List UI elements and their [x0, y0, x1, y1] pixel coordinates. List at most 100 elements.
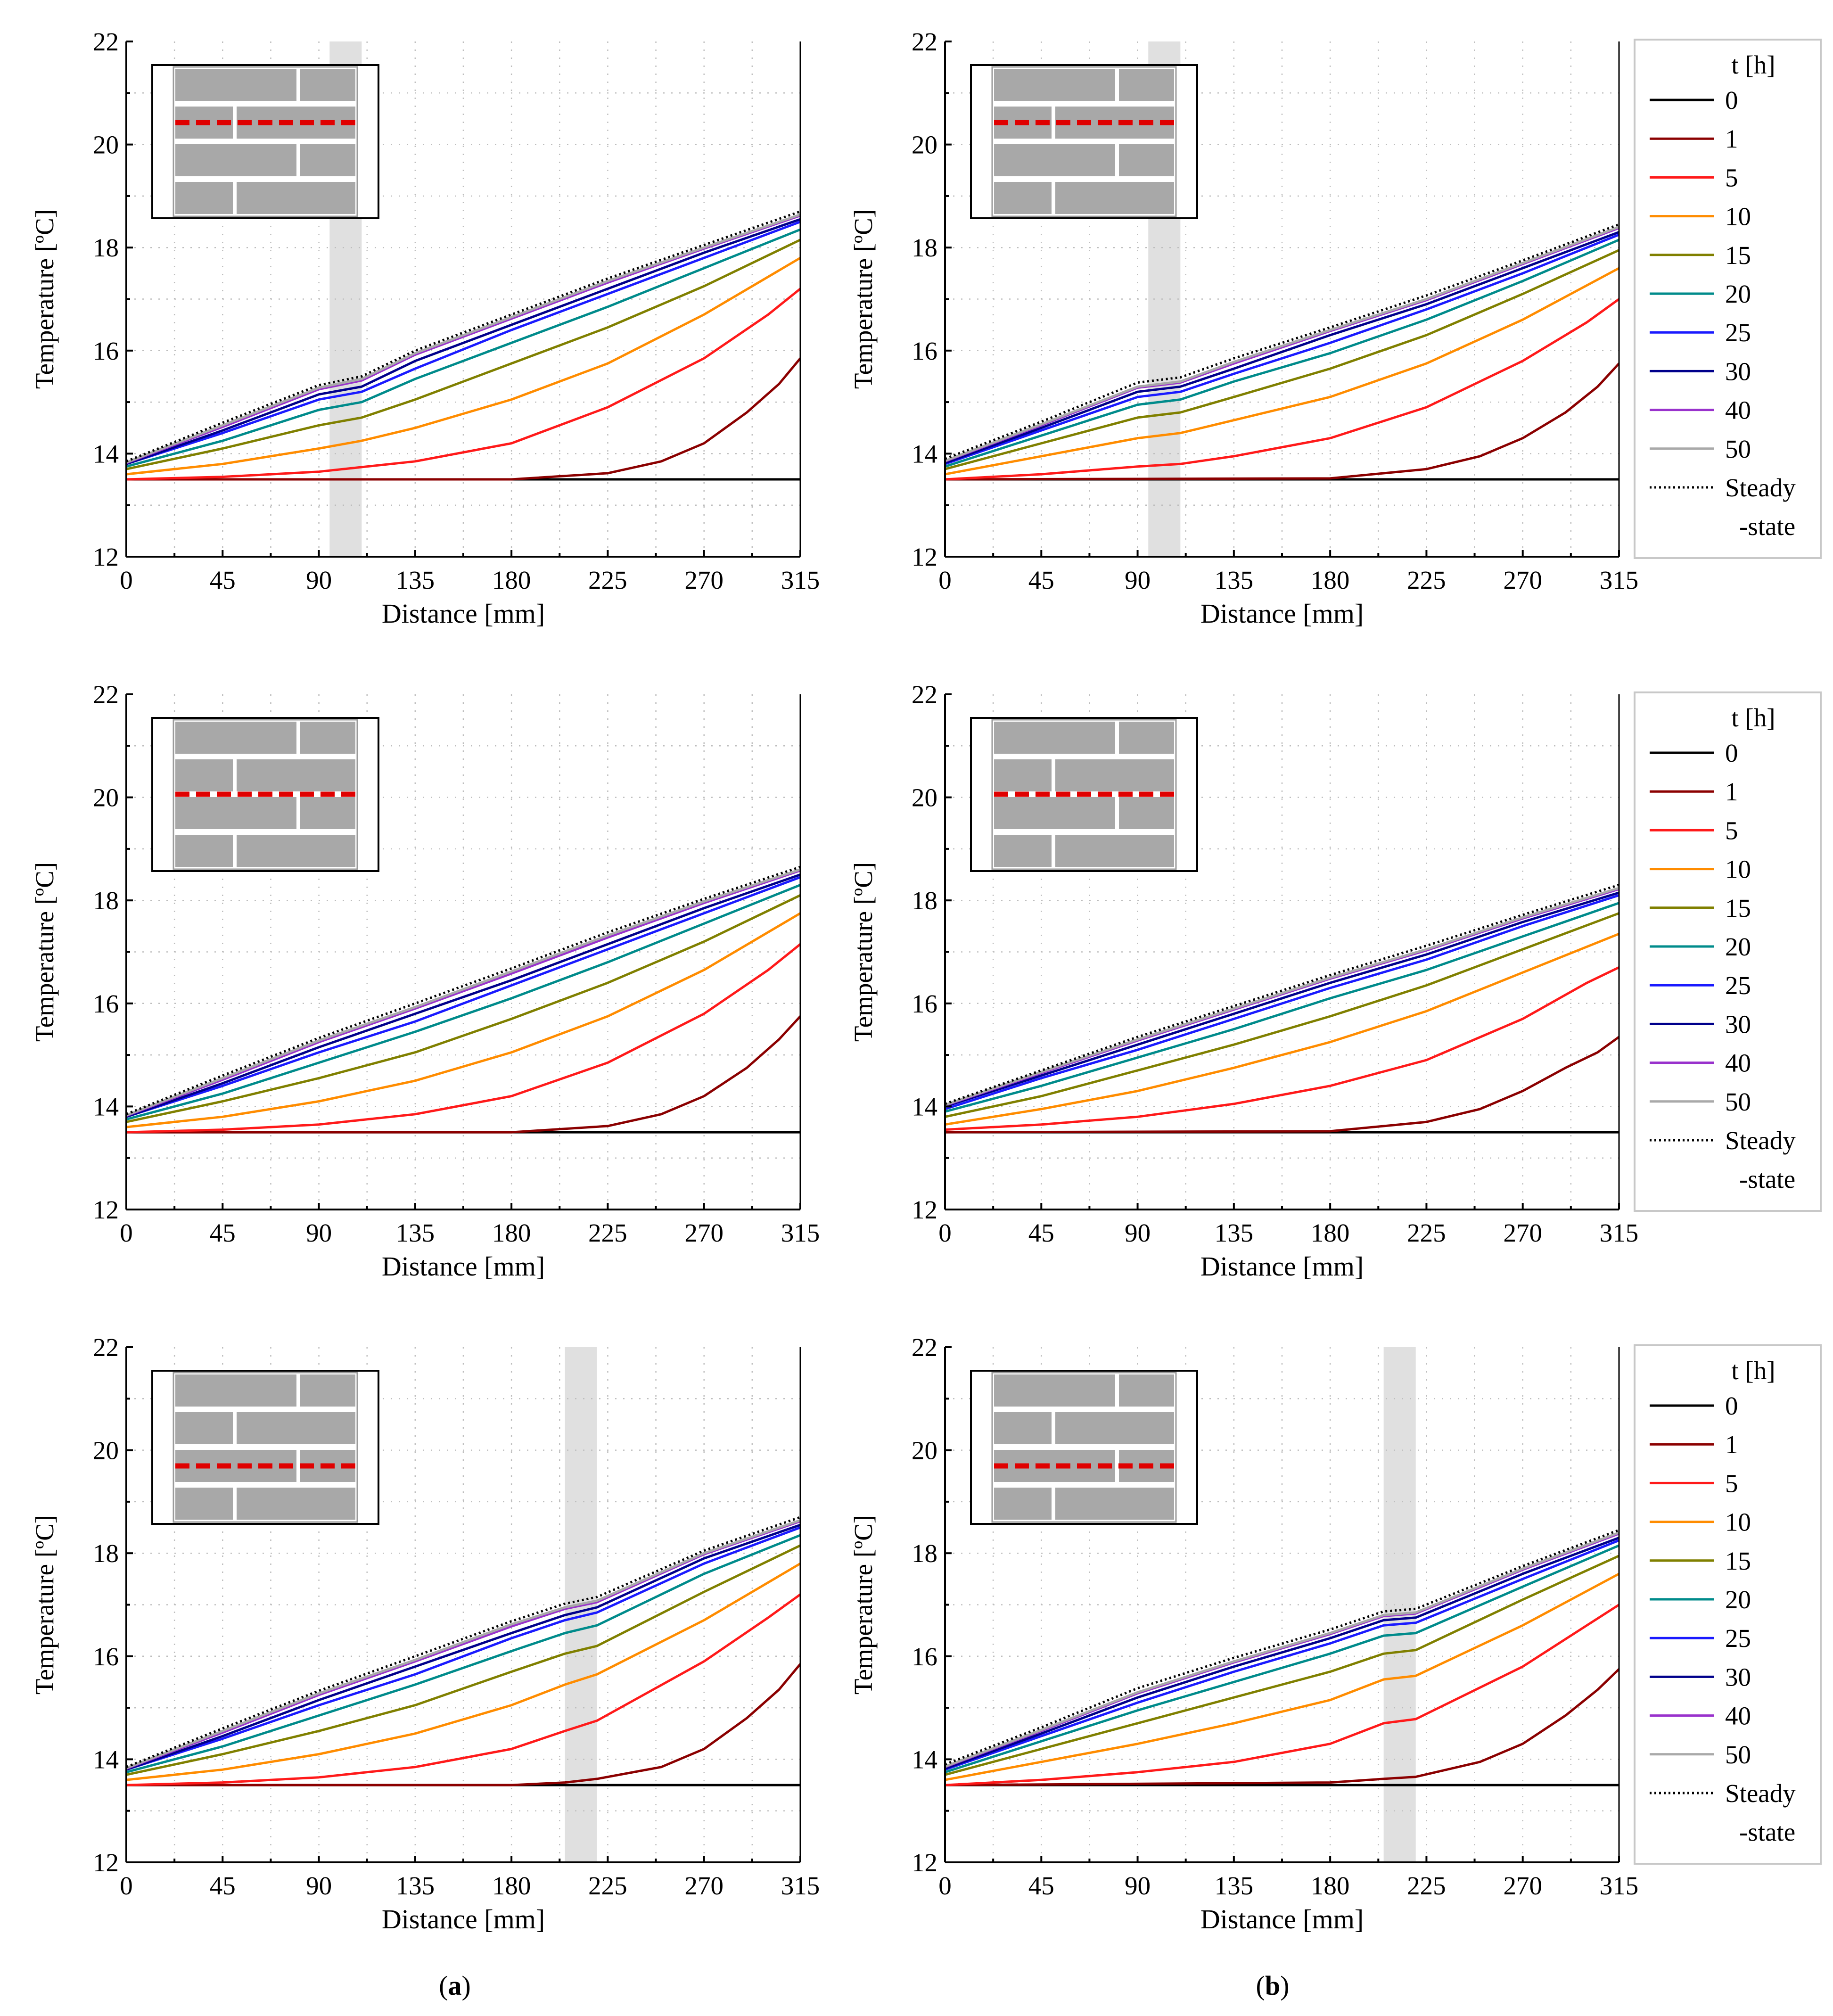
legend-label-steady: Steady: [1725, 473, 1796, 502]
x-axis-title: Distance [mm]: [382, 1904, 545, 1934]
inset-brick: [237, 759, 355, 791]
series-line-50: [945, 1531, 1619, 1768]
inset-brick: [237, 1488, 355, 1520]
legend-label-steady-suffix: -state: [1739, 1165, 1795, 1193]
inset-brick: [994, 1488, 1052, 1520]
legend-label-10: 10: [1725, 855, 1751, 884]
x-tick-label: 225: [588, 1218, 627, 1247]
legend-label-10: 10: [1725, 1508, 1751, 1537]
legend-label-15: 15: [1725, 241, 1751, 270]
x-tick-label: 225: [588, 566, 627, 594]
inset-section-diagram: [970, 64, 1198, 219]
y-tick-label: 16: [912, 1642, 937, 1671]
y-axis-title: Temperature [ºC]: [30, 1515, 59, 1695]
y-axis-title: Temperature [ºC]: [30, 209, 59, 389]
series-line-40: [126, 869, 801, 1117]
y-axis-title: Temperature [ºC]: [849, 209, 878, 389]
x-tick-label: 0: [120, 566, 133, 594]
legend-frame: [1634, 1344, 1822, 1865]
series-line-20: [126, 228, 801, 468]
legend-label-5: 5: [1725, 816, 1738, 845]
series-line-15: [945, 249, 1620, 470]
x-tick-label: 180: [492, 566, 531, 594]
inset-brick: [175, 1450, 296, 1482]
series-line-5: [126, 288, 801, 481]
series-line-50: [126, 868, 801, 1117]
inset-brick: [1055, 759, 1174, 791]
x-tick-label: 270: [684, 1871, 723, 1900]
y-tick-label: 18: [93, 1539, 119, 1568]
y-tick-label: 18: [912, 1539, 937, 1568]
series-line-25: [126, 876, 801, 1118]
x-tick-label: 90: [306, 1871, 332, 1900]
inset-brick: [1119, 797, 1174, 829]
y-tick-label: 20: [93, 131, 119, 159]
y-tick-label: 14: [912, 1092, 937, 1121]
x-tick-label: 0: [938, 1218, 952, 1247]
series-line-40: [126, 1520, 801, 1770]
series-line-25: [126, 221, 801, 465]
inset-brick: [994, 1412, 1052, 1444]
inset-brick: [175, 797, 296, 829]
series-line-15: [945, 1555, 1620, 1776]
legend-title: t [h]: [1731, 1356, 1775, 1385]
x-tick-label: 0: [120, 1218, 133, 1247]
series-line-steady: [945, 884, 1619, 1105]
inset-brick: [300, 1374, 355, 1407]
y-tick-label: 20: [93, 783, 119, 812]
y-tick-label: 16: [912, 337, 937, 365]
y-tick-label: 20: [912, 783, 937, 812]
inset-brick: [1055, 835, 1174, 867]
legend-frame: [1634, 39, 1822, 559]
x-tick-label: 270: [684, 566, 723, 594]
inset-brick: [175, 1412, 233, 1444]
series-line-5: [945, 1604, 1620, 1786]
x-axis-title: Distance [mm]: [1200, 598, 1364, 629]
inset-section-diagram: [970, 1370, 1198, 1525]
y-tick-label: 18: [93, 886, 119, 915]
inset-brick: [175, 69, 296, 101]
x-tick-label: 0: [938, 566, 952, 594]
inset-brick: [994, 722, 1115, 754]
y-axis-title: Temperature [ºC]: [30, 862, 59, 1042]
inset-brick: [994, 69, 1115, 101]
series-line-20: [945, 1544, 1619, 1774]
legend-label-10: 10: [1725, 202, 1751, 231]
y-tick-label: 18: [93, 233, 119, 262]
x-axis-title: Distance [mm]: [1200, 1904, 1364, 1934]
series-line-1: [126, 1015, 801, 1134]
y-tick-label: 18: [912, 233, 937, 262]
legend-label-25: 25: [1725, 1624, 1751, 1653]
x-tick-label: 225: [1407, 566, 1446, 594]
legend-label-50: 50: [1725, 435, 1751, 463]
inset-brick: [994, 759, 1052, 791]
series-line-10: [126, 1562, 801, 1781]
series-line-15: [126, 239, 801, 470]
y-tick-label: 12: [912, 543, 937, 571]
series-line-20: [126, 884, 801, 1121]
y-tick-label: 14: [912, 439, 937, 468]
y-tick-label: 22: [912, 27, 937, 56]
y-tick-label: 20: [93, 1436, 119, 1465]
series-line-25: [945, 233, 1619, 465]
x-tick-label: 225: [1407, 1871, 1446, 1900]
y-tick-label: 12: [912, 1195, 937, 1224]
y-tick-label: 12: [93, 1195, 119, 1224]
series-line-25: [126, 1526, 801, 1771]
x-axis-title: Distance [mm]: [382, 598, 545, 629]
x-tick-label: 180: [1311, 1871, 1350, 1900]
series-line-1: [945, 1668, 1620, 1786]
legend-label-1: 1: [1725, 124, 1738, 153]
x-axis-title: Distance [mm]: [1200, 1251, 1364, 1282]
x-tick-label: 45: [1028, 566, 1054, 594]
inset-brick: [300, 722, 355, 754]
inset-brick: [994, 1374, 1115, 1407]
series-line-1: [945, 1036, 1620, 1134]
x-tick-label: 180: [492, 1218, 531, 1247]
x-tick-label: 45: [1028, 1871, 1054, 1900]
x-tick-label: 270: [1503, 1871, 1542, 1900]
chart-panel-a1: 0 45 90 135 180 225 270 315 12 14 16 18 20 22 Distance…: [30, 27, 820, 629]
